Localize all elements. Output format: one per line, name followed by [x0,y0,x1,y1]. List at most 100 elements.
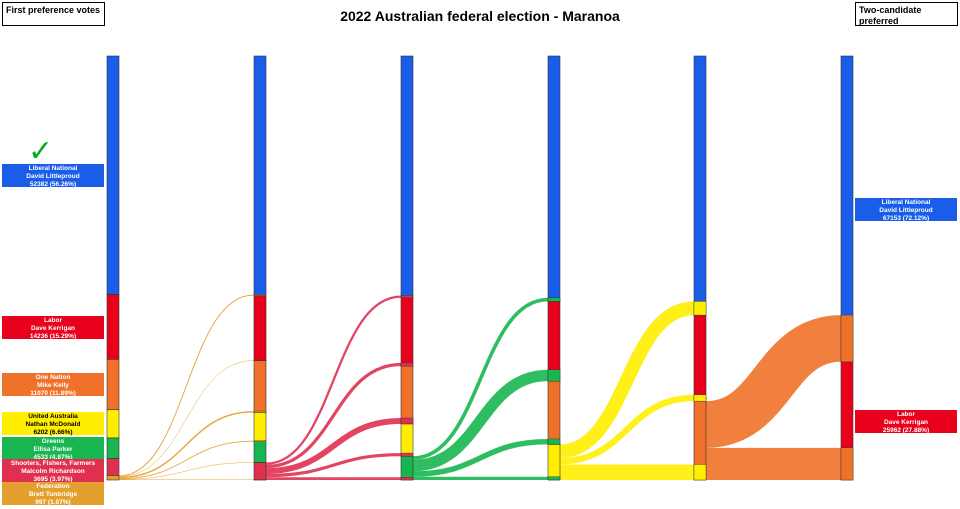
flow-shooters-fishers-farmers-to-united-australia [265,453,402,478]
flow-federation-to-liberal-national [118,294,255,477]
flow-federation-to-united-australia [118,440,255,480]
candidate-votes: 52382 (56.26%) [29,181,77,188]
first-preference-candidate-united-australia: United Australia Nathan McDonald 6202 (6.6… [2,412,104,436]
bar-incoming-greens-to-one-nation [547,438,561,445]
two-candidate-preferred-box: Two-candidate preferred [855,2,958,26]
candidate-candidate: Ellisa Parker [33,446,73,453]
candidate-party: Shooters, Fishers, Farmers [10,460,96,467]
bar-count3-liberal-national [400,55,414,299]
candidate-party: Liberal National [28,165,78,172]
bar-count3-greens [400,455,414,481]
bar-count5-liberal-national [693,55,707,316]
candidate-candidate: Dave Kerrigan [883,419,929,426]
candidate-party: Labor [896,411,916,418]
first-preference-candidate-labor: Labor Dave Kerrigan 14236 (15.29%) [2,316,104,340]
bar-count1-greens [106,437,120,459]
candidate-votes: 11070 (11.89%) [30,390,76,397]
bar-incoming-greens-to-united-australia [547,476,561,481]
bar-incoming-federation-to-united-australia [253,440,267,442]
flow-greens-to-liberal-national [412,297,549,460]
candidate-candidate: Brett Tunbridge [28,491,78,498]
bar-count2-shooters-fishers-farmers [253,462,267,481]
candidate-party: One Nation [35,374,71,381]
bar-incoming-united-australia-to-one-nation [693,464,707,481]
bar-incoming-federation-to-liberal-national [253,294,267,296]
check-icon: ✓ [28,135,54,168]
flow-greens-to-one-nation [412,438,549,477]
bar-count4-liberal-national [547,55,561,302]
bar-count1-shooters-fishers-farmers [106,458,120,476]
candidate-candidate: David Littleproud [26,173,80,180]
candidate-candidate: Nathan McDonald [25,421,81,428]
candidate-party: Liberal National [881,199,931,206]
candidate-party: Federation [36,483,70,490]
bar-count2-one-nation [253,360,267,413]
candidate-votes: 14236 (15.29%) [29,333,77,340]
flow-federation-to-greens [118,462,255,480]
candidate-votes: 67153 (72.12%) [882,215,930,222]
bar-incoming-one-nation-to-labor [840,447,854,481]
flow-shooters-fishers-farmers-to-one-nation [265,418,402,475]
flow-one-nation-to-liberal-national [704,315,843,448]
bar-incoming-united-australia-to-liberal-national [693,301,707,316]
flow-united-australia-to-liberal-national [559,301,695,459]
candidate-votes: 6202 (6.66%) [33,429,73,436]
bar-incoming-greens-to-liberal-national [547,297,561,302]
flow-shooters-fishers-farmers-to-labor [265,362,402,469]
candidate-candidate: Mike Kelly [37,382,69,389]
first-preference-candidate-one-nation: One Nation Mike Kelly 11070 (11.89%) [2,373,104,397]
bar-incoming-shooters-fishers-farmers-to-one-nation [400,417,414,425]
candidate-party: Greens [41,438,65,445]
chart-title: 2022 Australian federal election - Maran… [340,8,620,24]
first-preference-candidate-federation: Federation Brett Tunbridge 997 (1.07%) [2,482,104,506]
bar-count2-labor [253,295,267,361]
bar-count3-labor [400,297,414,367]
two-candidate-preferred-label: Two-candidate preferred [859,5,922,26]
two-candidate-preferred-labor: Labor Dave Kerrigan 25962 (27.88%) [855,410,957,434]
candidate-votes: 997 (1.07%) [35,499,71,506]
candidate-candidate: Malcolm Richardson [21,468,85,475]
flow-federation-to-labor [118,360,255,477]
bar-incoming-one-nation-to-liberal-national [840,314,854,362]
bar-count1-labor [106,294,120,360]
bar-count1-federation [106,475,120,481]
count-bars [106,55,854,481]
bar-count2-liberal-national [253,55,267,296]
two-candidate-preferred-liberal-national: Liberal National David Littleproud 67153 (… [855,198,957,222]
flow-shooters-fishers-farmers-to-liberal-national [265,295,402,465]
bar-count1-united-australia [106,409,120,439]
bar-incoming-shooters-fishers-farmers-to-united-australia [400,452,414,457]
first-preference-candidate-liberal-national: Liberal National David Littleproud 52382 (… [2,164,104,188]
first-preference-label: First preference votes [6,5,101,15]
candidate-candidate: Dave Kerrigan [30,325,76,332]
bar-count4-one-nation [547,380,561,445]
bar-count4-united-australia [547,444,561,481]
candidate-votes: 3695 (3.97%) [33,476,73,483]
bar-incoming-shooters-fishers-farmers-to-liberal-national [400,295,414,298]
candidate-party: Labor [43,317,63,324]
bar-count1-liberal-national [106,55,120,295]
bar-count2-united-australia [253,412,267,442]
bar-incoming-federation-to-one-nation [253,410,267,413]
candidate-votes: 4533 (4.87%) [33,454,73,461]
bar-incoming-shooters-fishers-farmers-to-labor [400,362,414,367]
bar-incoming-federation-to-shooters-fishers-farmers [253,479,267,481]
bar-count1-one-nation [106,359,120,411]
bar-count5-labor [693,314,707,402]
candidate-party: United Australia [28,413,78,420]
bar-count3-one-nation [400,365,414,425]
flow-greens-to-labor [412,369,549,472]
transfer-flows [118,294,843,481]
bar-incoming-shooters-fishers-farmers-to-greens [400,476,414,481]
bar-count2-greens [253,441,267,463]
bar-incoming-united-australia-to-labor [693,394,707,402]
bar-incoming-greens-to-labor [547,369,561,382]
flow-federation-to-one-nation [118,411,255,479]
candidate-candidate: David Littleproud [879,207,933,214]
flow-united-australia-to-labor [559,394,695,465]
first-preference-candidate-greens: Greens Ellisa Parker 4533 (4.87%) [2,437,104,461]
first-preference-candidate-shooters-fishers-farmers: Shooters, Fishers, Farmers Malcolm Richar… [2,459,104,483]
first-preference-box: First preference votes [2,2,105,26]
bar-count4-labor [547,301,561,382]
